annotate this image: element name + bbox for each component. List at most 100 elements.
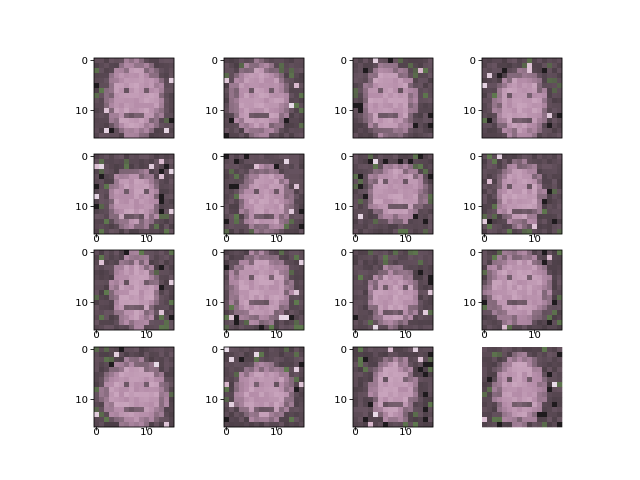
pixel [423,255,429,261]
pixel [139,300,145,306]
pixel [114,280,120,286]
pixel [289,372,295,378]
pixel [149,78,155,84]
pixel [522,295,528,301]
pixel [129,315,135,321]
pixel [129,154,135,160]
pixel [264,199,270,205]
pixel [109,422,115,428]
pixel [264,78,270,84]
pixel [552,229,558,235]
pixel [284,362,290,368]
pixel [522,98,528,104]
pixel [224,123,230,129]
pixel [279,382,285,388]
pixel [378,189,384,195]
pixel [229,189,235,195]
pixel [527,367,533,373]
pixel [517,164,523,170]
pixel [428,367,434,373]
pixel [244,300,250,306]
pixel [234,73,240,79]
pixel [512,63,518,69]
pixel [289,63,295,69]
pixel [264,184,270,190]
pixel [259,310,265,316]
pixel [249,325,255,331]
pixel [373,103,379,109]
pixel [129,199,135,205]
pixel [294,174,300,180]
pixel [94,194,100,200]
pixel [487,214,493,220]
pixel [482,397,488,403]
pixel [264,83,270,89]
pixel [254,397,260,403]
pixel [139,347,145,353]
pixel [557,402,563,408]
pixel [259,315,265,321]
pixel [119,407,125,413]
pixel [517,407,523,413]
pixel [363,305,369,311]
pixel [274,265,280,271]
pixel [363,154,369,160]
pixel [378,194,384,200]
pixel [378,118,384,124]
pixel [383,78,389,84]
pixel [234,154,240,160]
axes-frame [481,153,563,235]
pixel [532,275,538,281]
pixel [547,184,553,190]
pixel [418,103,424,109]
pixel [274,250,280,256]
pixel [229,204,235,210]
pixel [492,224,498,230]
pixel [299,255,305,261]
pixel [234,68,240,74]
pixel [542,295,548,301]
pixel [244,108,250,114]
pixel [269,362,275,368]
pixel [517,93,523,99]
pixel [423,357,429,363]
pixel [408,174,414,180]
pixel [487,320,493,326]
pixel [269,250,275,256]
pixel [269,83,275,89]
pixel [557,58,563,64]
pixel [279,352,285,358]
pixel [299,325,305,331]
pixel [517,320,523,326]
pixel [289,347,295,353]
pixel [413,347,419,353]
pixel [393,189,399,195]
pixel [557,362,563,368]
pixel [517,199,523,205]
y-tick-label: 10 [463,106,476,117]
pixel [403,204,409,210]
pixel [279,285,285,291]
pixel [269,382,275,388]
pixel [164,174,170,180]
x-tick-label: 10 [399,427,412,438]
pixel [482,214,488,220]
pixel [358,357,364,363]
pixel [413,78,419,84]
pixel [274,407,280,413]
pixel [99,169,105,175]
pixel [139,73,145,79]
pixel [289,280,295,286]
pixel [522,352,528,358]
pixel [259,352,265,358]
pixel [274,402,280,408]
pixel [537,352,543,358]
pixel [368,402,374,408]
pixel [274,189,280,195]
pixel [229,98,235,104]
pixel [532,300,538,306]
pixel [134,108,140,114]
pixel [144,417,150,423]
pixel [527,68,533,74]
pixel [109,194,115,200]
